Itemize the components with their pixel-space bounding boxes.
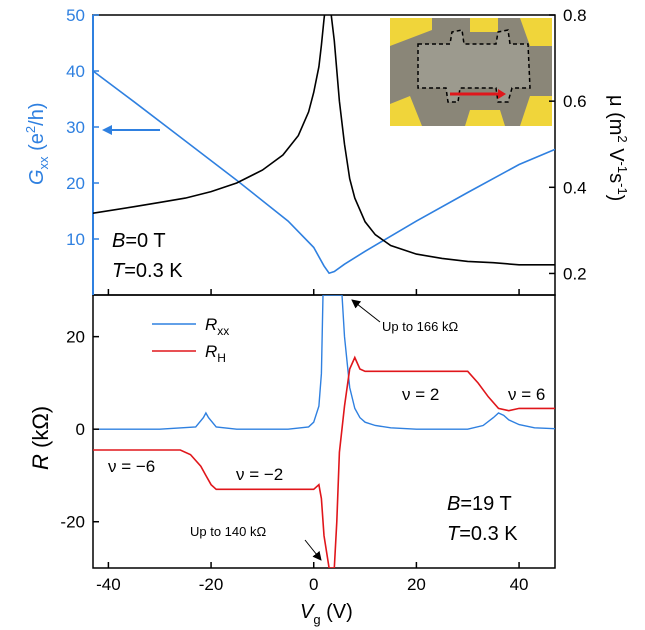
x-tick-label: 40: [510, 575, 529, 594]
top-right-tick-label: 0.6: [563, 92, 587, 111]
annotation-nu-2: ν = 2: [402, 385, 439, 404]
rh-curve: [93, 355, 555, 568]
x-tick-label: 20: [407, 575, 426, 594]
device-inset-image: [390, 18, 552, 126]
mobility-curve: [93, 15, 555, 266]
arrow-up-to-140: [304, 539, 322, 561]
xlabel: Vg (V): [300, 601, 353, 627]
annotation-up-to-166: Up to 166 kΩ: [382, 319, 458, 334]
annotation-b-field-bottom-value: =19 T: [460, 493, 511, 515]
top-right-tick-label: 0.4: [563, 178, 587, 197]
bottom-ylabel: R (kΩ): [28, 406, 53, 470]
top-right-tick-label: 0.8: [563, 6, 587, 25]
top-left-tick-label: 40: [66, 62, 85, 81]
x-tick-label: -20: [199, 575, 224, 594]
annotation-nu-minus6: ν = −6: [108, 457, 155, 476]
arrow-up-to-166: [351, 299, 381, 323]
top-right-ylabel: μ (m2 V-1s-1): [605, 95, 630, 201]
top-left-ylabel: Gxx (e2/h): [23, 103, 51, 185]
bottom-y-tick-label: -20: [60, 513, 85, 532]
annotation-temperature-top-value: =0.3 K: [124, 260, 183, 282]
top-left-tick-label: 50: [66, 6, 85, 25]
x-tick-label: 0: [309, 575, 318, 594]
annotation-b-field-bottom: B=19 T: [447, 493, 512, 515]
annotation-temperature-top: T=0.3 K: [112, 260, 183, 282]
bottom-y-tick-label: 0: [76, 420, 85, 439]
x-tick-label: -40: [96, 575, 121, 594]
bottom-y-tick-label: 20: [66, 328, 85, 347]
top-left-tick-label: 30: [66, 118, 85, 137]
axis-ticks: 10 20 30 40 50 0.2 0.4 0.6 0.8 -20 0 20 -40 -20 0 20 40: [60, 6, 586, 594]
annotation-nu-minus2: ν = −2: [236, 465, 283, 484]
annotation-up-to-140: Up to 140 kΩ: [190, 524, 266, 539]
annotation-nu-6: ν = 6: [508, 385, 545, 404]
top-left-tick-label: 20: [66, 174, 85, 193]
legend-rxx-label: Rxx: [205, 315, 229, 338]
annotation-b-field-top: B=0 T: [112, 230, 166, 252]
top-left-tick-label: 10: [66, 230, 85, 249]
legend: Rxx RH: [152, 315, 229, 365]
legend-rh-label: RH: [205, 342, 226, 365]
annotation-temperature-bottom: T=0.3 K: [447, 523, 518, 545]
annotation-temperature-bottom-value: =0.3 K: [459, 523, 518, 545]
annotation-b-field-top-value: =0 T: [125, 230, 165, 252]
gxx-curve: [93, 70, 555, 275]
rxx-curve: [93, 295, 555, 430]
top-right-tick-label: 0.2: [563, 264, 587, 283]
